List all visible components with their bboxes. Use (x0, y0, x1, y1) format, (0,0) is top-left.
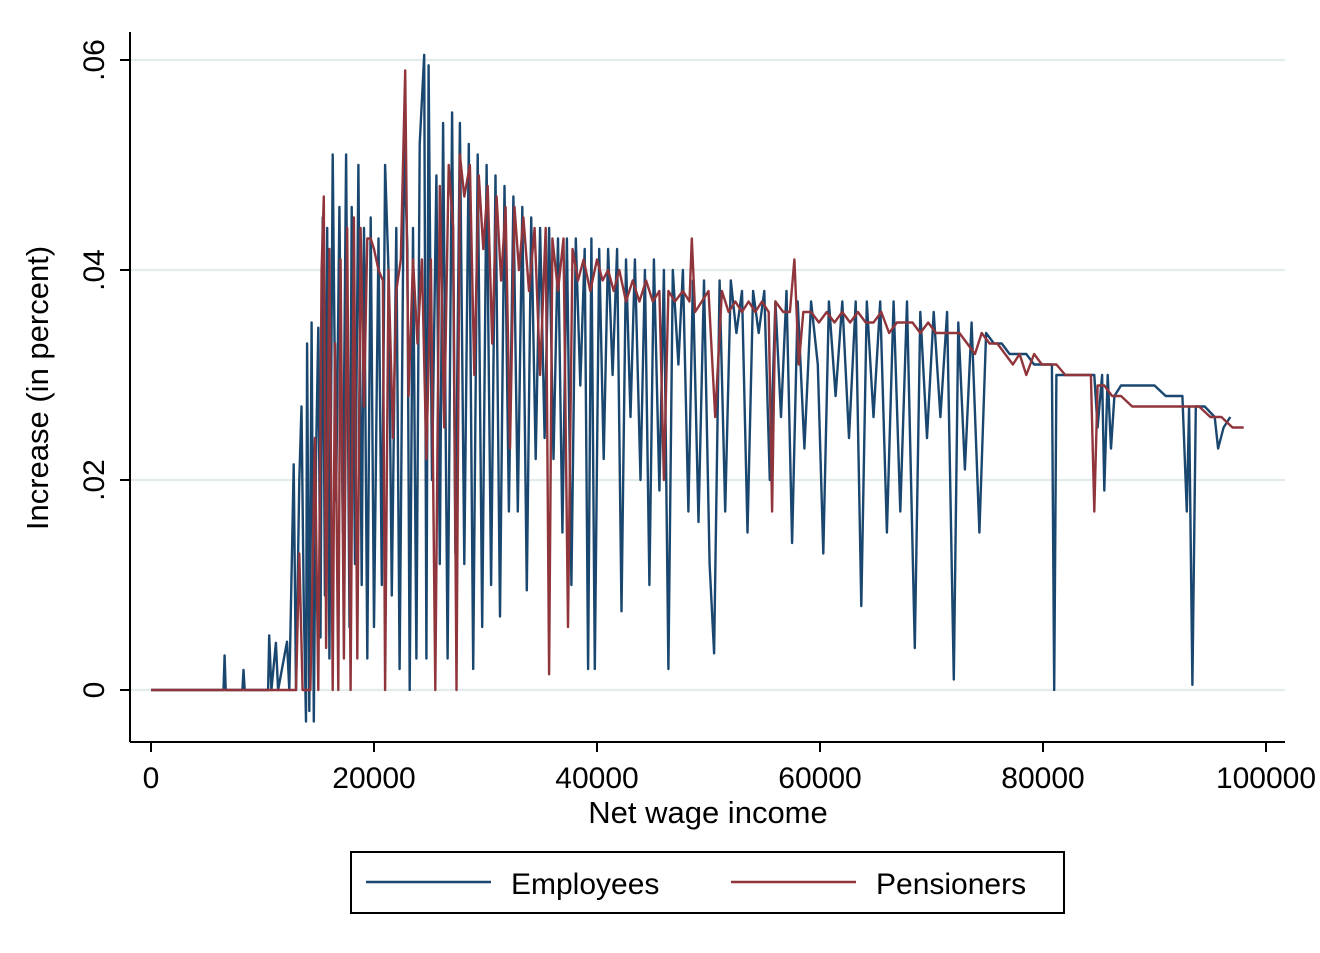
x-tick-label-2: 40000 (555, 762, 638, 795)
y-tick-label-0: 0 (78, 682, 111, 699)
y-axis-ticks: 0 .02 .04 .06 (78, 39, 130, 698)
x-axis-ticks: 0 20000 40000 60000 80000 100000 (143, 742, 1316, 795)
x-tick-label-3: 60000 (778, 762, 861, 795)
y-tick-label-2: .04 (78, 249, 111, 291)
y-tick-label-3: .06 (78, 39, 111, 81)
axes (129, 32, 1285, 743)
x-tick-label-5: 100000 (1216, 762, 1316, 795)
y-axis-title: Increase (in percent) (20, 246, 55, 530)
legend-label-employees: Employees (511, 868, 659, 901)
series-line-pensioners (151, 69, 1244, 692)
legend: Employees Pensioners (350, 851, 1065, 914)
legend-box (350, 851, 1065, 914)
legend-label-pensioners: Pensioners (876, 868, 1026, 901)
series-layer (151, 53, 1244, 723)
x-axis-title: Net wage income (588, 795, 828, 830)
x-tick-label-4: 80000 (1001, 762, 1084, 795)
x-tick-label-1: 20000 (332, 762, 415, 795)
y-tick-label-1: .02 (78, 459, 111, 501)
x-tick-label-0: 0 (143, 762, 160, 795)
